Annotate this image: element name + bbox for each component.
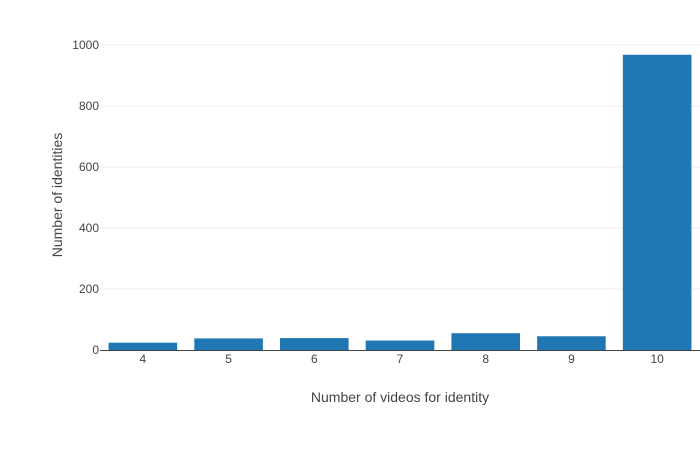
y-tick-label: 600: [79, 160, 99, 174]
x-tick-label: 9: [568, 352, 575, 366]
bar-5[interactable]: [194, 338, 263, 350]
bar-4[interactable]: [108, 342, 178, 350]
x-tick-label: 5: [225, 352, 232, 366]
bar-6[interactable]: [280, 338, 349, 350]
bars: [108, 54, 692, 350]
y-tick-label: 0: [92, 343, 99, 357]
bar-7[interactable]: [365, 340, 435, 350]
bar-9[interactable]: [537, 336, 606, 350]
x-tick-label: 7: [397, 352, 404, 366]
x-tick-label: 6: [311, 352, 318, 366]
x-axis-title: Number of videos for identity: [311, 389, 489, 405]
bar-8[interactable]: [451, 333, 520, 350]
y-tick-label: 400: [79, 221, 99, 235]
x-tick-label: 10: [650, 352, 664, 366]
x-tick-label: 4: [140, 352, 147, 366]
x-tick-label: 8: [482, 352, 489, 366]
grid-lines: [100, 44, 700, 290]
bar-10[interactable]: [622, 54, 692, 350]
y-axis-title: Number of identities: [49, 133, 65, 258]
y-tick-labels: 0 200 400 600 800 1000: [72, 38, 99, 357]
x-tick-labels: 4 5 6 7 8 9 10: [140, 352, 665, 366]
y-tick-label: 200: [79, 282, 99, 296]
y-tick-label: 800: [79, 99, 99, 113]
y-tick-label: 1000: [72, 38, 99, 52]
